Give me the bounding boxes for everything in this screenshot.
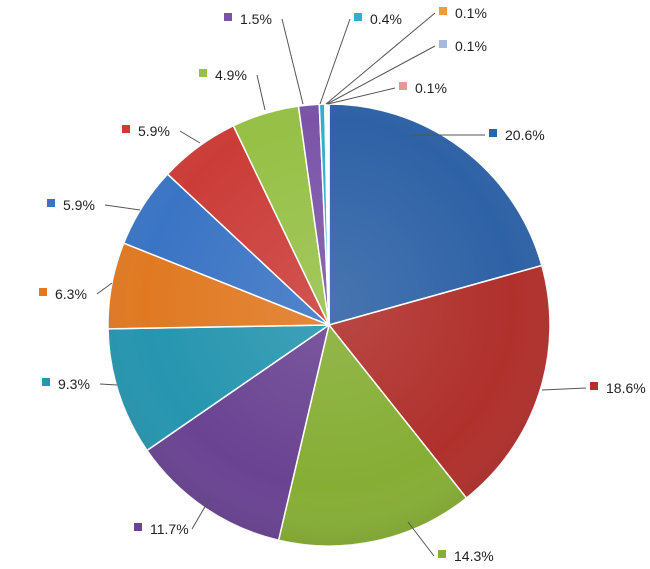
leader-line xyxy=(326,45,436,105)
data-label: 0.1% xyxy=(415,80,447,96)
data-label: 5.9% xyxy=(63,197,95,213)
data-label: 11.7% xyxy=(150,521,189,537)
label-key-square xyxy=(122,125,130,133)
label-key-square xyxy=(134,523,142,531)
label-key-square xyxy=(354,13,362,21)
data-label: 6.3% xyxy=(55,286,87,302)
label-key-square xyxy=(224,13,232,21)
leader-line xyxy=(407,521,435,557)
leader-line xyxy=(191,497,211,530)
data-label: 9.3% xyxy=(58,376,90,392)
data-label: 0.1% xyxy=(455,38,487,54)
leader-line xyxy=(281,18,304,105)
label-key-square xyxy=(47,199,55,207)
data-label: 20.6% xyxy=(505,127,545,143)
data-label: 0.4% xyxy=(370,11,402,27)
leader-lines xyxy=(96,12,587,557)
leader-line xyxy=(179,130,201,144)
data-label: 1.5% xyxy=(240,11,272,27)
data-label: 18.6% xyxy=(606,380,646,396)
label-key-square xyxy=(489,129,497,137)
data-label: 5.9% xyxy=(138,123,170,139)
label-key-square xyxy=(39,288,47,296)
data-labels: 20.6% 18.6% 14.3% 11.7% 9.3% 6.3% 5.9% 5.9% 4.9%… xyxy=(39,5,646,564)
label-key-square xyxy=(438,550,446,558)
leader-line xyxy=(541,387,587,391)
data-label: 4.9% xyxy=(215,67,247,83)
label-key-square xyxy=(439,40,447,48)
label-key-square xyxy=(590,382,598,390)
leader-line xyxy=(104,204,141,211)
leader-line xyxy=(327,87,396,105)
label-key-square xyxy=(439,7,447,15)
pie-slices xyxy=(107,103,551,547)
data-label: 0.1% xyxy=(455,5,487,21)
label-key-square xyxy=(42,378,50,386)
label-key-square xyxy=(199,69,207,77)
leader-line xyxy=(319,18,351,105)
label-key-square xyxy=(399,82,407,90)
data-label: 14.3% xyxy=(454,548,494,564)
leader-line xyxy=(256,74,266,111)
leader-line xyxy=(96,282,113,295)
leader-line xyxy=(99,383,118,386)
leader-line xyxy=(325,12,436,105)
